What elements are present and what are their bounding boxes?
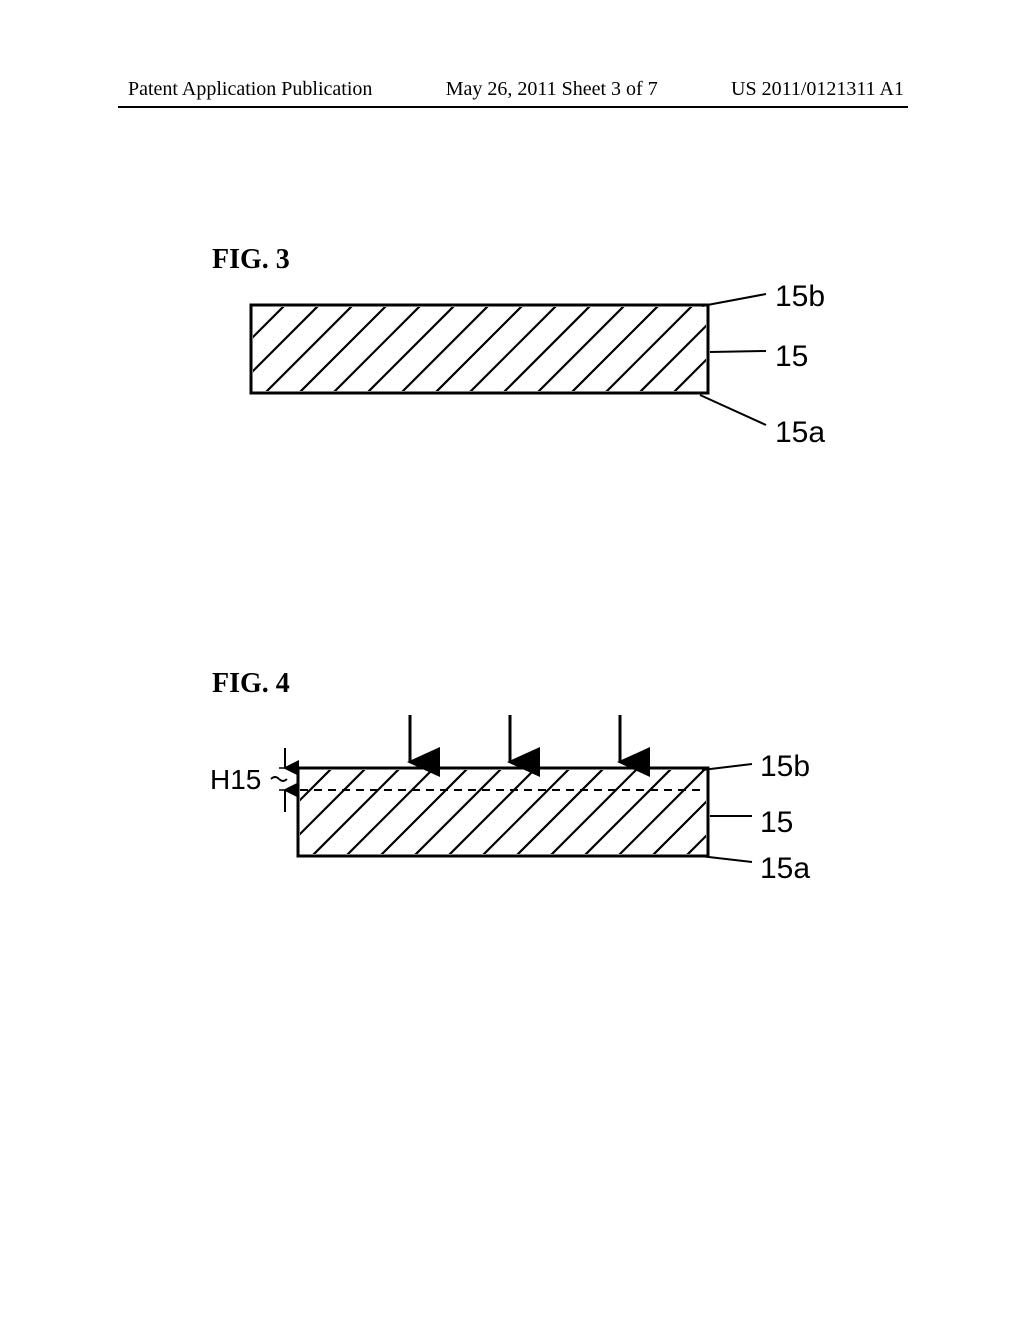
fig3-drawing	[0, 0, 1024, 500]
fig4-ref-15a: 15a	[760, 852, 810, 886]
fig3-ref-15: 15	[775, 340, 808, 374]
fig4-drawing	[0, 600, 1024, 1100]
fig3-ref-15b: 15b	[775, 280, 825, 314]
fig3-ref-15a: 15a	[775, 416, 825, 450]
fig4-dim-h15: H15	[210, 764, 261, 796]
fig4-ref-15b: 15b	[760, 750, 810, 784]
fig4-ref-15: 15	[760, 806, 793, 840]
